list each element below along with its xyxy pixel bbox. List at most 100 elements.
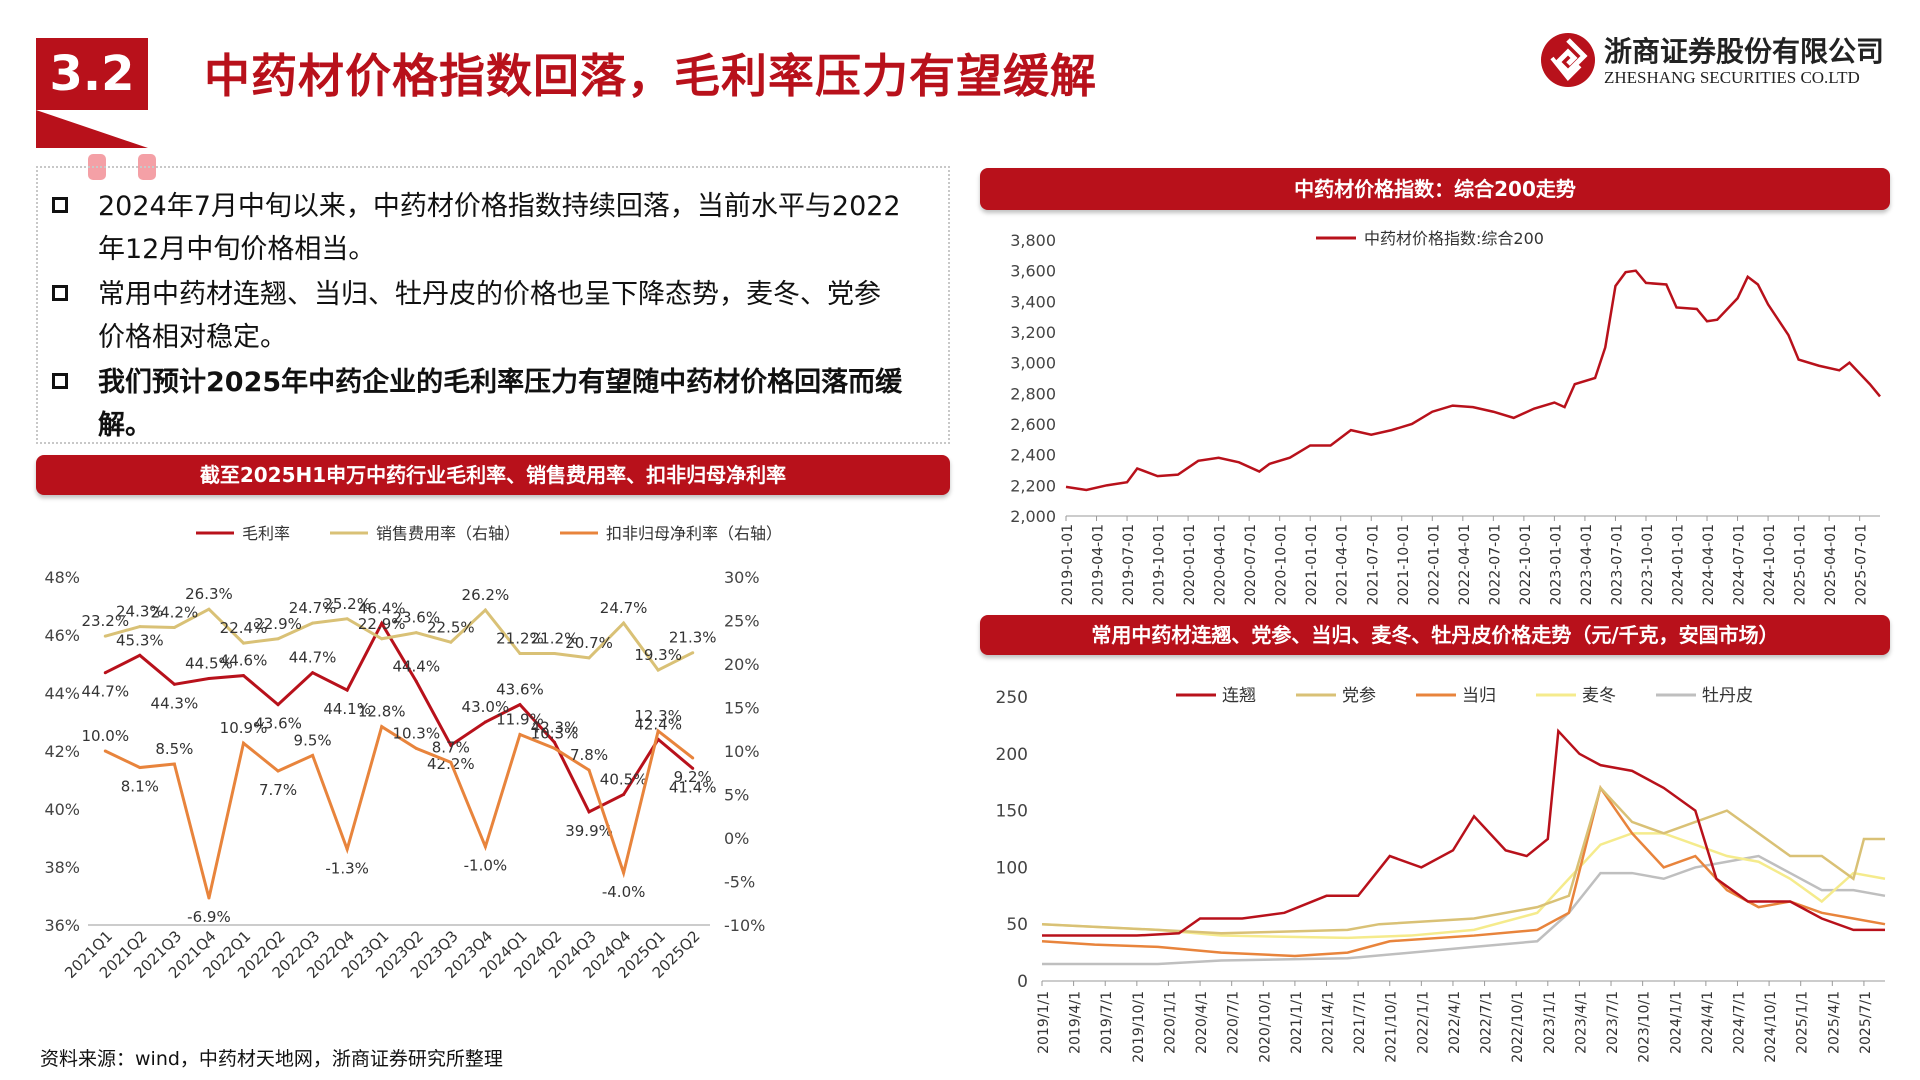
x-tick-label: 2025-07-01 [1854,524,1870,605]
data-point [622,793,626,796]
data-point [483,720,487,724]
data-label: 39.9% [565,822,613,840]
series-line [1042,728,1885,937]
data-point [311,671,315,675]
x-tick-label: 2024/1/1 [1668,991,1684,1054]
data-label: 20.7% [565,634,613,652]
data-point [414,679,418,683]
data-point [414,631,418,635]
legend-label: 扣非归母净利率（右轴） [606,524,782,543]
data-point [691,756,695,760]
data-point [622,871,626,875]
data-label: -1.3% [325,859,369,877]
y-tick-label: 50 [1006,915,1028,935]
x-tick-label: 2019-10-01 [1152,524,1168,605]
x-tick-label: 2023-01-01 [1548,524,1564,605]
data-label: 42.4% [634,715,682,733]
data-point [345,688,349,692]
data-label: 44.3% [151,694,199,712]
y-tick-label: 200 [996,745,1028,765]
data-point [449,640,453,644]
x-tick-label: 2022/10/1 [1510,991,1526,1063]
data-label: 46.4% [358,599,406,617]
x-tick-label: 2019-04-01 [1091,524,1107,605]
x-tick-label: 2020/7/1 [1226,991,1242,1054]
series-line [104,724,694,899]
series-line [1041,785,1885,935]
x-tick-label: 2022/7/1 [1479,991,1495,1054]
data-point [380,621,384,625]
data-label: 11.9% [496,710,544,728]
data-point [449,760,453,764]
herb-index-chart: 2,000 2,200 2,400 2,600 2,800 3,000 3,200 3,400… [1010,229,1881,605]
legend-label: 牡丹皮 [1702,686,1753,706]
data-point [449,743,453,747]
data-point [345,847,349,851]
data-label: 43.6% [254,715,302,733]
herb-prices-chart: 0 50 100 150 200 250 2019/1/1 2019/4/1 2019/7/1 2… [996,686,1886,1063]
y-tick-label: 2,000 [1010,507,1056,526]
data-label: 22.9% [358,615,406,633]
legend-label: 麦冬 [1582,686,1616,706]
data-label: 23.6% [392,609,440,627]
x-tick-label: 2020/1/1 [1162,991,1178,1054]
top-right-chart-banner: 中药材价格指数：综合200走势 [980,168,1890,210]
y-left-tick-label: 38% [44,858,80,877]
data-point [518,732,522,736]
square-bullet-icon [52,373,68,389]
page-title: 中药材价格指数回落，毛利率压力有望缓解 [204,49,1097,103]
data-label: 12.8% [358,703,406,721]
y-left-tick-label: 42% [44,742,80,761]
data-label: 26.2% [462,586,510,604]
data-label: 10.3% [531,724,579,742]
data-label: 21.2% [531,630,579,648]
data-label: 45.3% [116,631,164,649]
data-point [242,641,245,645]
x-tick-label: 2020-07-01 [1243,524,1259,605]
data-label: 9.2% [674,768,712,786]
data-label: 7.8% [570,746,608,764]
data-label: 24.3% [116,603,164,621]
x-tick-label: 2019/10/1 [1131,991,1147,1063]
data-point [172,762,176,766]
y-right-tick-label: 0% [724,829,749,848]
y-tick-label: 2,400 [1010,446,1056,465]
legend-label: 连翘 [1222,686,1256,706]
y-right-tick-label: -5% [724,873,755,892]
y-tick-label: 250 [996,688,1028,708]
x-tick-label: 2022-10-01 [1518,524,1534,605]
data-point [138,653,142,657]
y-tick-label: 150 [996,802,1028,822]
x-tick-label: 2021-10-01 [1396,524,1412,605]
y-right-tick-label: 25% [724,612,760,631]
data-label: 43.6% [496,681,544,699]
data-label: 44.7% [289,649,337,667]
data-point [276,769,280,773]
data-label: 19.3% [634,646,682,664]
data-point [553,740,556,744]
data-point [242,674,245,678]
data-label: 23.2% [81,612,129,630]
data-point [587,656,591,660]
zheshang-logo-icon [1541,33,1595,87]
data-point [518,652,522,656]
data-label: 12.3% [634,707,682,725]
y-tick-label: 0 [1017,972,1028,992]
x-tick-label: 2025-04-01 [1823,524,1839,605]
company-name-en: ZHESHANG SECURITIES CO.LTD [1604,68,1860,87]
x-tick-label: 2021/7/1 [1352,991,1368,1054]
data-point [380,637,384,641]
y-tick-label: 3,600 [1010,262,1056,281]
data-label: 44.4% [392,657,440,675]
x-tick-label: 2025/7/1 [1858,991,1874,1054]
data-label: 7.7% [259,781,297,799]
data-point [691,651,695,655]
data-label: 44.5% [185,655,233,673]
data-label: 26.3% [185,585,233,603]
data-point [311,621,315,625]
x-tick-label: 2022-07-01 [1487,524,1503,605]
data-point [587,768,591,772]
x-tick-label: 2019-07-01 [1121,524,1137,605]
data-point [483,845,487,849]
data-label: 8.1% [121,778,159,796]
